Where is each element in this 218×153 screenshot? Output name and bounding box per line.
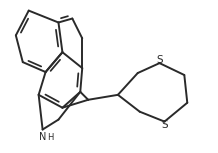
- Text: S: S: [156, 55, 163, 65]
- Text: H: H: [47, 133, 54, 142]
- Text: S: S: [161, 119, 168, 130]
- Text: N: N: [39, 132, 46, 142]
